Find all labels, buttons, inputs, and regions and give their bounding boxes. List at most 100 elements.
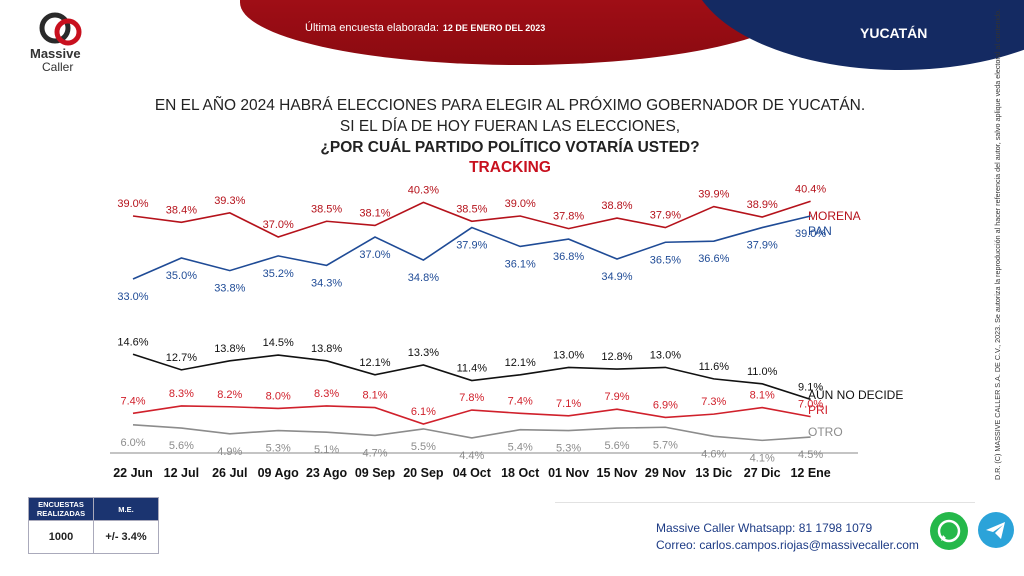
x-tick-label: 09 Sep bbox=[355, 466, 396, 480]
data-label: 13.8% bbox=[311, 343, 342, 355]
data-label: 7.1% bbox=[556, 398, 581, 410]
data-label: 36.6% bbox=[698, 253, 729, 265]
data-label: 34.8% bbox=[408, 272, 439, 284]
data-label: 34.9% bbox=[601, 271, 632, 283]
x-tick-label: 23 Ago bbox=[306, 466, 348, 480]
x-tick-label: 27 Dic bbox=[744, 466, 781, 480]
data-label: 12.8% bbox=[601, 351, 632, 363]
surveys-header: ENCUESTAS REALIZADAS bbox=[28, 497, 94, 521]
data-label: 37.0% bbox=[263, 219, 294, 231]
x-tick-label: 26 Jul bbox=[212, 466, 247, 480]
data-label: 8.3% bbox=[314, 388, 339, 400]
margin-error-value: +/- 3.4% bbox=[93, 520, 159, 554]
data-label: 4.4% bbox=[459, 450, 484, 462]
question-line-1: EN EL AÑO 2024 HABRÁ ELECCIONES PARA ELE… bbox=[154, 97, 866, 114]
x-tick-label: 09 Ago bbox=[258, 466, 300, 480]
data-label: 38.4% bbox=[166, 204, 197, 216]
data-label: 12.1% bbox=[505, 357, 536, 369]
data-label: 5.3% bbox=[266, 443, 291, 455]
data-label: 5.3% bbox=[556, 443, 581, 455]
data-label: 8.3% bbox=[169, 388, 194, 400]
data-label: 33.8% bbox=[214, 283, 245, 295]
data-label: 11.4% bbox=[457, 363, 488, 375]
data-label: 11.6% bbox=[699, 361, 730, 373]
data-label: 5.1% bbox=[314, 444, 339, 456]
legend-entry: AÚN NO DECIDE bbox=[808, 387, 903, 402]
series-line-2 bbox=[132, 353, 811, 401]
survey-date: 12 DE ENERO DEL 2023 bbox=[442, 23, 546, 33]
x-tick-label: 12 Ene bbox=[790, 466, 830, 480]
contact-whatsapp: Massive Caller Whatsapp: 81 1798 1079 bbox=[656, 521, 873, 535]
legend-entry: PAN bbox=[808, 224, 832, 238]
x-tick-label: 22 Jun bbox=[113, 466, 153, 480]
contact-info: Massive Caller Whatsapp: 81 1798 1079 Co… bbox=[656, 521, 919, 552]
question-line-3: ¿POR CUÁL PARTIDO POLÍTICO VOTARÍA USTED… bbox=[320, 139, 700, 156]
data-label: 33.0% bbox=[117, 291, 148, 303]
whatsapp-icon[interactable] bbox=[930, 512, 968, 550]
series-line-1 bbox=[132, 215, 811, 280]
data-label: 8.1% bbox=[750, 390, 775, 402]
data-label: 13.3% bbox=[408, 347, 439, 359]
data-label: 36.1% bbox=[505, 258, 536, 270]
data-label: 38.9% bbox=[747, 199, 778, 211]
data-label: 37.9% bbox=[456, 240, 487, 252]
data-label: 38.5% bbox=[456, 203, 487, 215]
data-label: 38.1% bbox=[359, 207, 390, 219]
data-label: 5.6% bbox=[604, 440, 629, 452]
data-label: 13.0% bbox=[650, 349, 681, 361]
margin-error-header: M.E. bbox=[93, 497, 159, 521]
header-banner: Última encuesta elaborada: 12 DE ENERO DE… bbox=[0, 0, 1024, 70]
data-label: 13.8% bbox=[214, 343, 245, 355]
survey-stats-table: ENCUESTAS REALIZADAS M.E. 1000 +/- 3.4% bbox=[28, 497, 159, 554]
data-label: 38.5% bbox=[311, 203, 342, 215]
x-tick-label: 01 Nov bbox=[548, 466, 589, 480]
data-label: 4.6% bbox=[701, 448, 726, 460]
x-tick-label: 18 Oct bbox=[501, 466, 540, 480]
x-tick-label: 12 Jul bbox=[164, 466, 199, 480]
data-label: 6.1% bbox=[411, 406, 436, 418]
data-label: 40.4% bbox=[795, 183, 826, 195]
data-label: 5.5% bbox=[411, 441, 436, 453]
data-label: 7.4% bbox=[120, 395, 145, 407]
data-label: 13.0% bbox=[553, 349, 584, 361]
survey-date-label: Última encuesta elaborada: 12 DE ENERO DE… bbox=[305, 22, 546, 34]
legend-entry: PRI bbox=[808, 403, 828, 417]
telegram-icon[interactable] bbox=[978, 512, 1014, 548]
x-tick-label: 20 Sep bbox=[403, 466, 444, 480]
massive-caller-logo-icon bbox=[39, 12, 82, 46]
logo-text-caller: Caller bbox=[42, 60, 74, 74]
data-label: 12.7% bbox=[166, 352, 197, 364]
data-label: 37.9% bbox=[650, 210, 681, 222]
data-label: 36.5% bbox=[650, 254, 681, 266]
series-line-3 bbox=[132, 405, 811, 425]
data-label: 4.5% bbox=[798, 449, 823, 461]
legend-entry: MORENA bbox=[808, 209, 861, 223]
logo-text-massive: Massive bbox=[30, 46, 81, 61]
data-label: 35.2% bbox=[263, 268, 294, 280]
data-label: 39.9% bbox=[698, 189, 729, 201]
data-label: 7.3% bbox=[701, 396, 726, 408]
x-tick-label: 15 Nov bbox=[597, 466, 638, 480]
x-tick-label: 04 Oct bbox=[453, 466, 492, 480]
region-title: YUCATÁN bbox=[860, 25, 928, 41]
x-tick-label: 29 Nov bbox=[645, 466, 686, 480]
data-label: 8.1% bbox=[362, 390, 387, 402]
data-label: 34.3% bbox=[311, 277, 342, 289]
contact-email: Correo: carlos.campos.riojas@massivecall… bbox=[656, 538, 919, 552]
x-tick-label: 13 Dic bbox=[695, 466, 732, 480]
data-label: 40.3% bbox=[408, 184, 439, 196]
footer-divider bbox=[555, 502, 975, 503]
data-label: 7.9% bbox=[604, 391, 629, 403]
series-line-0 bbox=[132, 200, 811, 238]
data-label: 7.0% bbox=[798, 399, 823, 411]
data-label: 35.0% bbox=[166, 270, 197, 282]
data-label: 4.1% bbox=[750, 452, 775, 464]
question-line-2: SI EL DÍA DE HOY FUERAN LAS ELECCIONES, bbox=[339, 118, 681, 135]
surveys-value: 1000 bbox=[28, 520, 94, 554]
data-label: 39.0% bbox=[117, 198, 148, 210]
data-label: 7.8% bbox=[459, 392, 484, 404]
data-label: 14.5% bbox=[263, 337, 294, 349]
series-line-4 bbox=[132, 424, 811, 442]
data-label: 9.1% bbox=[798, 381, 823, 393]
